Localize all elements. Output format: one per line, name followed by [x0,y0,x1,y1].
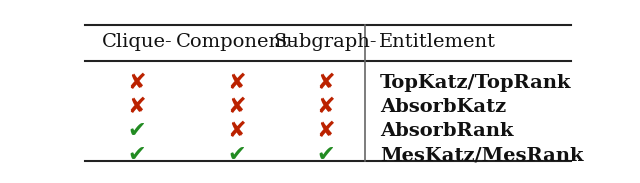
Text: ✘: ✘ [227,121,246,141]
Text: AbsorbRank: AbsorbRank [380,122,513,140]
Text: Subgraph-: Subgraph- [274,33,377,51]
Text: Clique-: Clique- [102,33,172,51]
Text: ✘: ✘ [316,97,335,117]
Text: ✘: ✘ [316,121,335,141]
Text: ✔: ✔ [316,145,335,165]
Text: Entitlement: Entitlement [379,33,495,51]
Text: ✔: ✔ [227,145,246,165]
Text: ✘: ✘ [227,73,246,93]
Text: ✘: ✘ [227,97,246,117]
Text: Component-: Component- [176,33,296,51]
Text: AbsorbKatz: AbsorbKatz [380,98,506,116]
Text: MesKatz/MesRank: MesKatz/MesRank [380,146,584,164]
Text: ✘: ✘ [128,97,147,117]
Text: ✔: ✔ [128,145,147,165]
Text: ✘: ✘ [316,73,335,93]
Text: TopKatz/TopRank: TopKatz/TopRank [380,74,572,92]
Text: ✘: ✘ [128,73,147,93]
Text: ✔: ✔ [128,121,147,141]
